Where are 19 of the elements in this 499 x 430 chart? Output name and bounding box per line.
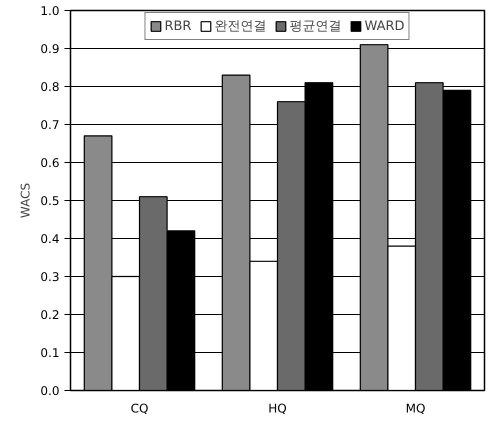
y-tick-label: 0.5: [40, 194, 60, 208]
y-tick-label: 0.8: [40, 80, 60, 94]
y-axis-title: WACS: [18, 182, 32, 218]
y-tick-label: 0.0: [40, 384, 60, 398]
y-tick-label: 0.1: [40, 346, 60, 360]
y-tick-label: 0.2: [40, 308, 60, 322]
y-tick-label: 0.3: [40, 270, 60, 284]
x-tick-label: HQ: [268, 402, 287, 416]
y-tick-label: 0.4: [40, 232, 60, 246]
legend-label: RBR: [164, 18, 192, 34]
x-tick-label: MQ: [406, 402, 426, 416]
y-tick-label: 0.9: [40, 42, 60, 56]
legend-label: WARD: [364, 18, 405, 34]
y-tick-label: 1.0: [40, 4, 60, 18]
x-tick-label: CQ: [130, 402, 148, 416]
y-tick-label: 0.6: [40, 156, 60, 170]
legend-label: 평균연결: [289, 18, 342, 35]
legend-label: 완전연결: [214, 18, 266, 35]
y-tick-label: 0.7: [40, 118, 60, 132]
